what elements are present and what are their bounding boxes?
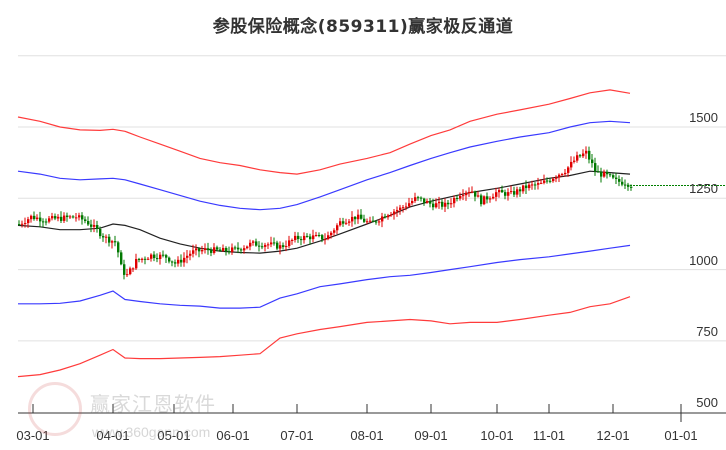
y-tick-label: 1250 xyxy=(689,181,718,197)
x-tick-label: 08-01 xyxy=(350,428,384,443)
y-tick-label: 1500 xyxy=(689,110,718,125)
y-tick-label: 1000 xyxy=(689,252,718,268)
band-line xyxy=(17,89,631,175)
chart-title: 参股保险概念(859311)赢家极反通道 xyxy=(212,17,514,37)
x-tick-label: 04-01 xyxy=(96,428,130,443)
watermark-seal-icon xyxy=(28,382,82,436)
y-tick-label: 750 xyxy=(696,323,718,339)
x-tick-label: 01-01 xyxy=(664,428,698,443)
y-tick-label: 500 xyxy=(696,395,718,411)
candlesticks xyxy=(18,146,633,280)
x-tick-label: 05-01 xyxy=(157,428,191,443)
band-line xyxy=(18,244,631,309)
x-tick-label: 11-01 xyxy=(532,428,566,443)
x-tick-label: 09-01 xyxy=(414,428,448,443)
x-tick-label: 06-01 xyxy=(216,428,250,443)
band-line xyxy=(17,170,631,254)
band-line xyxy=(17,296,631,378)
x-tick-label: 12-01 xyxy=(596,428,630,443)
channel-bands xyxy=(17,89,631,378)
watermark-url: www.360gann.com xyxy=(92,424,211,440)
x-tick-label: 10-01 xyxy=(480,428,514,443)
watermark-text: 赢家江恩软件 xyxy=(90,392,216,416)
band-line xyxy=(17,120,631,211)
x-tick-label: 07-01 xyxy=(280,428,314,443)
gridlines xyxy=(18,55,726,342)
